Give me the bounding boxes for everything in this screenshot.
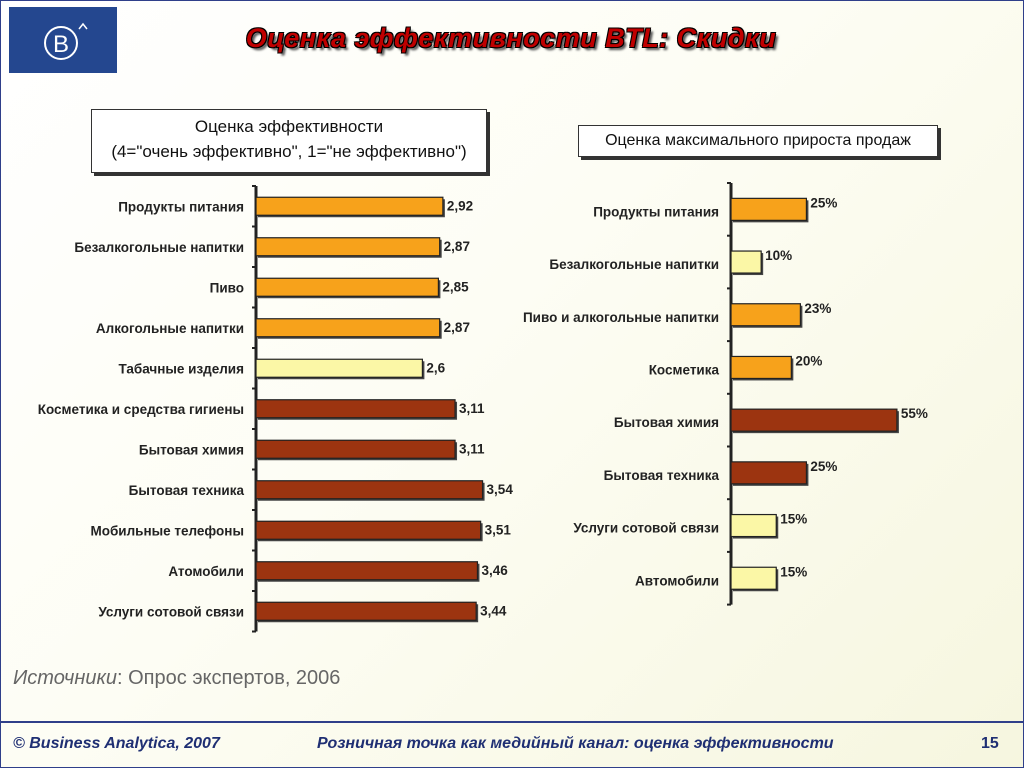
category-label: Безалкогольные напитки <box>74 240 244 255</box>
category-label: Косметика и средства гигиены <box>38 402 244 417</box>
source-label: Источники <box>13 667 118 689</box>
category-label: Пиво и алкогольные напитки <box>523 310 719 325</box>
data-label: 3,11 <box>459 401 485 416</box>
slide-title: Оценка эффективности BTL: Скидки <box>245 23 777 53</box>
bar <box>730 513 777 538</box>
bar <box>730 197 808 221</box>
bar <box>255 196 444 216</box>
logo-text: B <box>53 31 69 58</box>
bar <box>255 399 456 419</box>
data-label: 3,46 <box>481 563 508 578</box>
chart1-title-line2: (4="очень эффективно", 1="не эффективно"… <box>111 142 467 161</box>
category-label: Пиво <box>210 280 244 295</box>
data-label: 10% <box>765 248 792 263</box>
chart2-title: Оценка максимального прироста продаж <box>605 132 911 149</box>
bar <box>730 355 792 380</box>
data-label: 20% <box>795 353 822 368</box>
footer-caption: Розничная точка как медийный канал: оцен… <box>317 735 834 752</box>
data-label: 2,85 <box>442 279 469 294</box>
company-logo: B <box>9 7 117 73</box>
data-label: 2,87 <box>444 239 470 254</box>
bar <box>255 439 456 459</box>
category-label: Безалкогольные напитки <box>549 257 719 272</box>
footer-divider <box>1 721 1023 723</box>
data-label: 3,54 <box>487 482 514 497</box>
category-label: Табачные изделия <box>118 361 244 376</box>
logo-mark-icon: B <box>44 22 88 60</box>
category-label: Бытовая химия <box>139 442 244 457</box>
bar <box>255 520 482 540</box>
category-label: Автомобили <box>635 573 719 588</box>
bar <box>730 250 762 274</box>
effectiveness-chart: Продукты питания 2,92 Безалкогольные напит… <box>38 185 514 633</box>
data-label: 15% <box>780 512 807 527</box>
bar <box>730 303 801 327</box>
category-label: Алкогольные напитки <box>96 321 244 336</box>
data-label: 2,92 <box>447 198 473 213</box>
bar <box>255 601 477 621</box>
source-note: Источники: Опрос экспертов, 2006 <box>13 667 340 690</box>
data-label: 25% <box>810 195 837 210</box>
bar <box>730 566 777 590</box>
data-label: 3,11 <box>459 441 485 456</box>
data-label: 25% <box>810 459 837 474</box>
chart1-title-box: Оценка эффективности (4="очень эффективн… <box>91 109 487 173</box>
data-label: 3,51 <box>485 522 512 537</box>
footer-copyright: © Business Analytica, 2007 <box>13 735 220 752</box>
category-label: Косметика <box>649 362 720 377</box>
category-label: Продукты питания <box>593 204 719 219</box>
category-label: Бытовая техника <box>129 483 245 498</box>
category-label: Продукты питания <box>118 199 244 214</box>
category-label: Мобильные телефоны <box>90 523 244 538</box>
data-label: 2,87 <box>444 320 470 335</box>
bar <box>730 461 808 485</box>
bar <box>255 561 479 581</box>
data-label: 15% <box>780 564 807 579</box>
chart1-title-line1: Оценка эффективности <box>194 117 384 136</box>
bar <box>255 277 439 297</box>
category-label: Бытовая техника <box>604 468 720 483</box>
bar <box>255 237 441 257</box>
data-label: 23% <box>804 301 831 316</box>
chart2-title-box: Оценка максимального прироста продаж <box>578 125 938 157</box>
data-label: 2,6 <box>426 360 445 375</box>
category-label: Атомобили <box>168 564 244 579</box>
bar <box>730 408 898 432</box>
bar <box>255 480 484 500</box>
data-label: 3,44 <box>480 603 507 618</box>
category-label: Услуги сотовой связи <box>573 521 719 536</box>
category-label: Бытовая химия <box>614 415 719 430</box>
sales-growth-chart: Продукты питания 25% Безалкогольные напитк… <box>523 182 928 606</box>
page-number: 15 <box>981 735 999 752</box>
source-text: : Опрос экспертов, 2006 <box>117 667 341 689</box>
data-label: 55% <box>901 406 928 421</box>
bar <box>255 358 423 378</box>
bar <box>255 318 441 338</box>
category-label: Услуги сотовой связи <box>98 604 244 619</box>
